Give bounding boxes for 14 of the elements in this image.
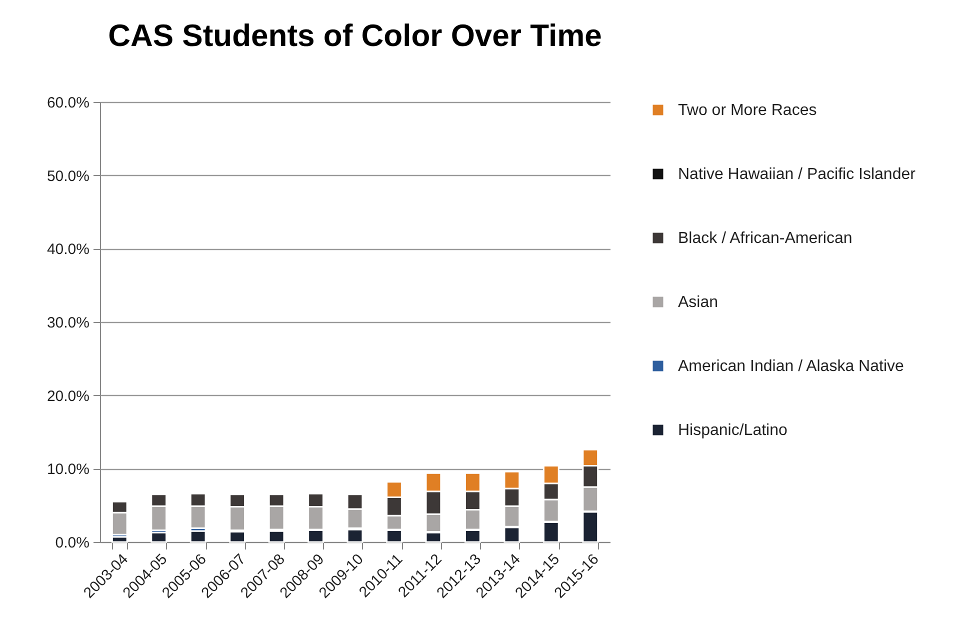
- y-tick-label: 20.0%: [46, 388, 90, 405]
- y-tick-label: 60.0%: [46, 94, 90, 112]
- legend-label: Black / African-American: [678, 230, 852, 247]
- chart-title: CAS Students of Color Over Time: [108, 18, 602, 53]
- legend-label: Asian: [678, 294, 718, 311]
- legend-label: Native Hawaiian / Pacific Islander: [678, 166, 916, 183]
- y-tick-label: 50.0%: [46, 168, 90, 185]
- legend-label: Two or More Races: [678, 102, 817, 119]
- legend-label: Hispanic/Latino: [678, 422, 788, 439]
- y-tick-label: 10.0%: [46, 461, 90, 478]
- y-tick-label: 30.0%: [46, 314, 90, 332]
- y-tick-label: 0.0%: [55, 534, 90, 552]
- legend-label: American Indian / Alaska Native: [678, 358, 904, 375]
- y-tick-label: 40.0%: [46, 241, 90, 258]
